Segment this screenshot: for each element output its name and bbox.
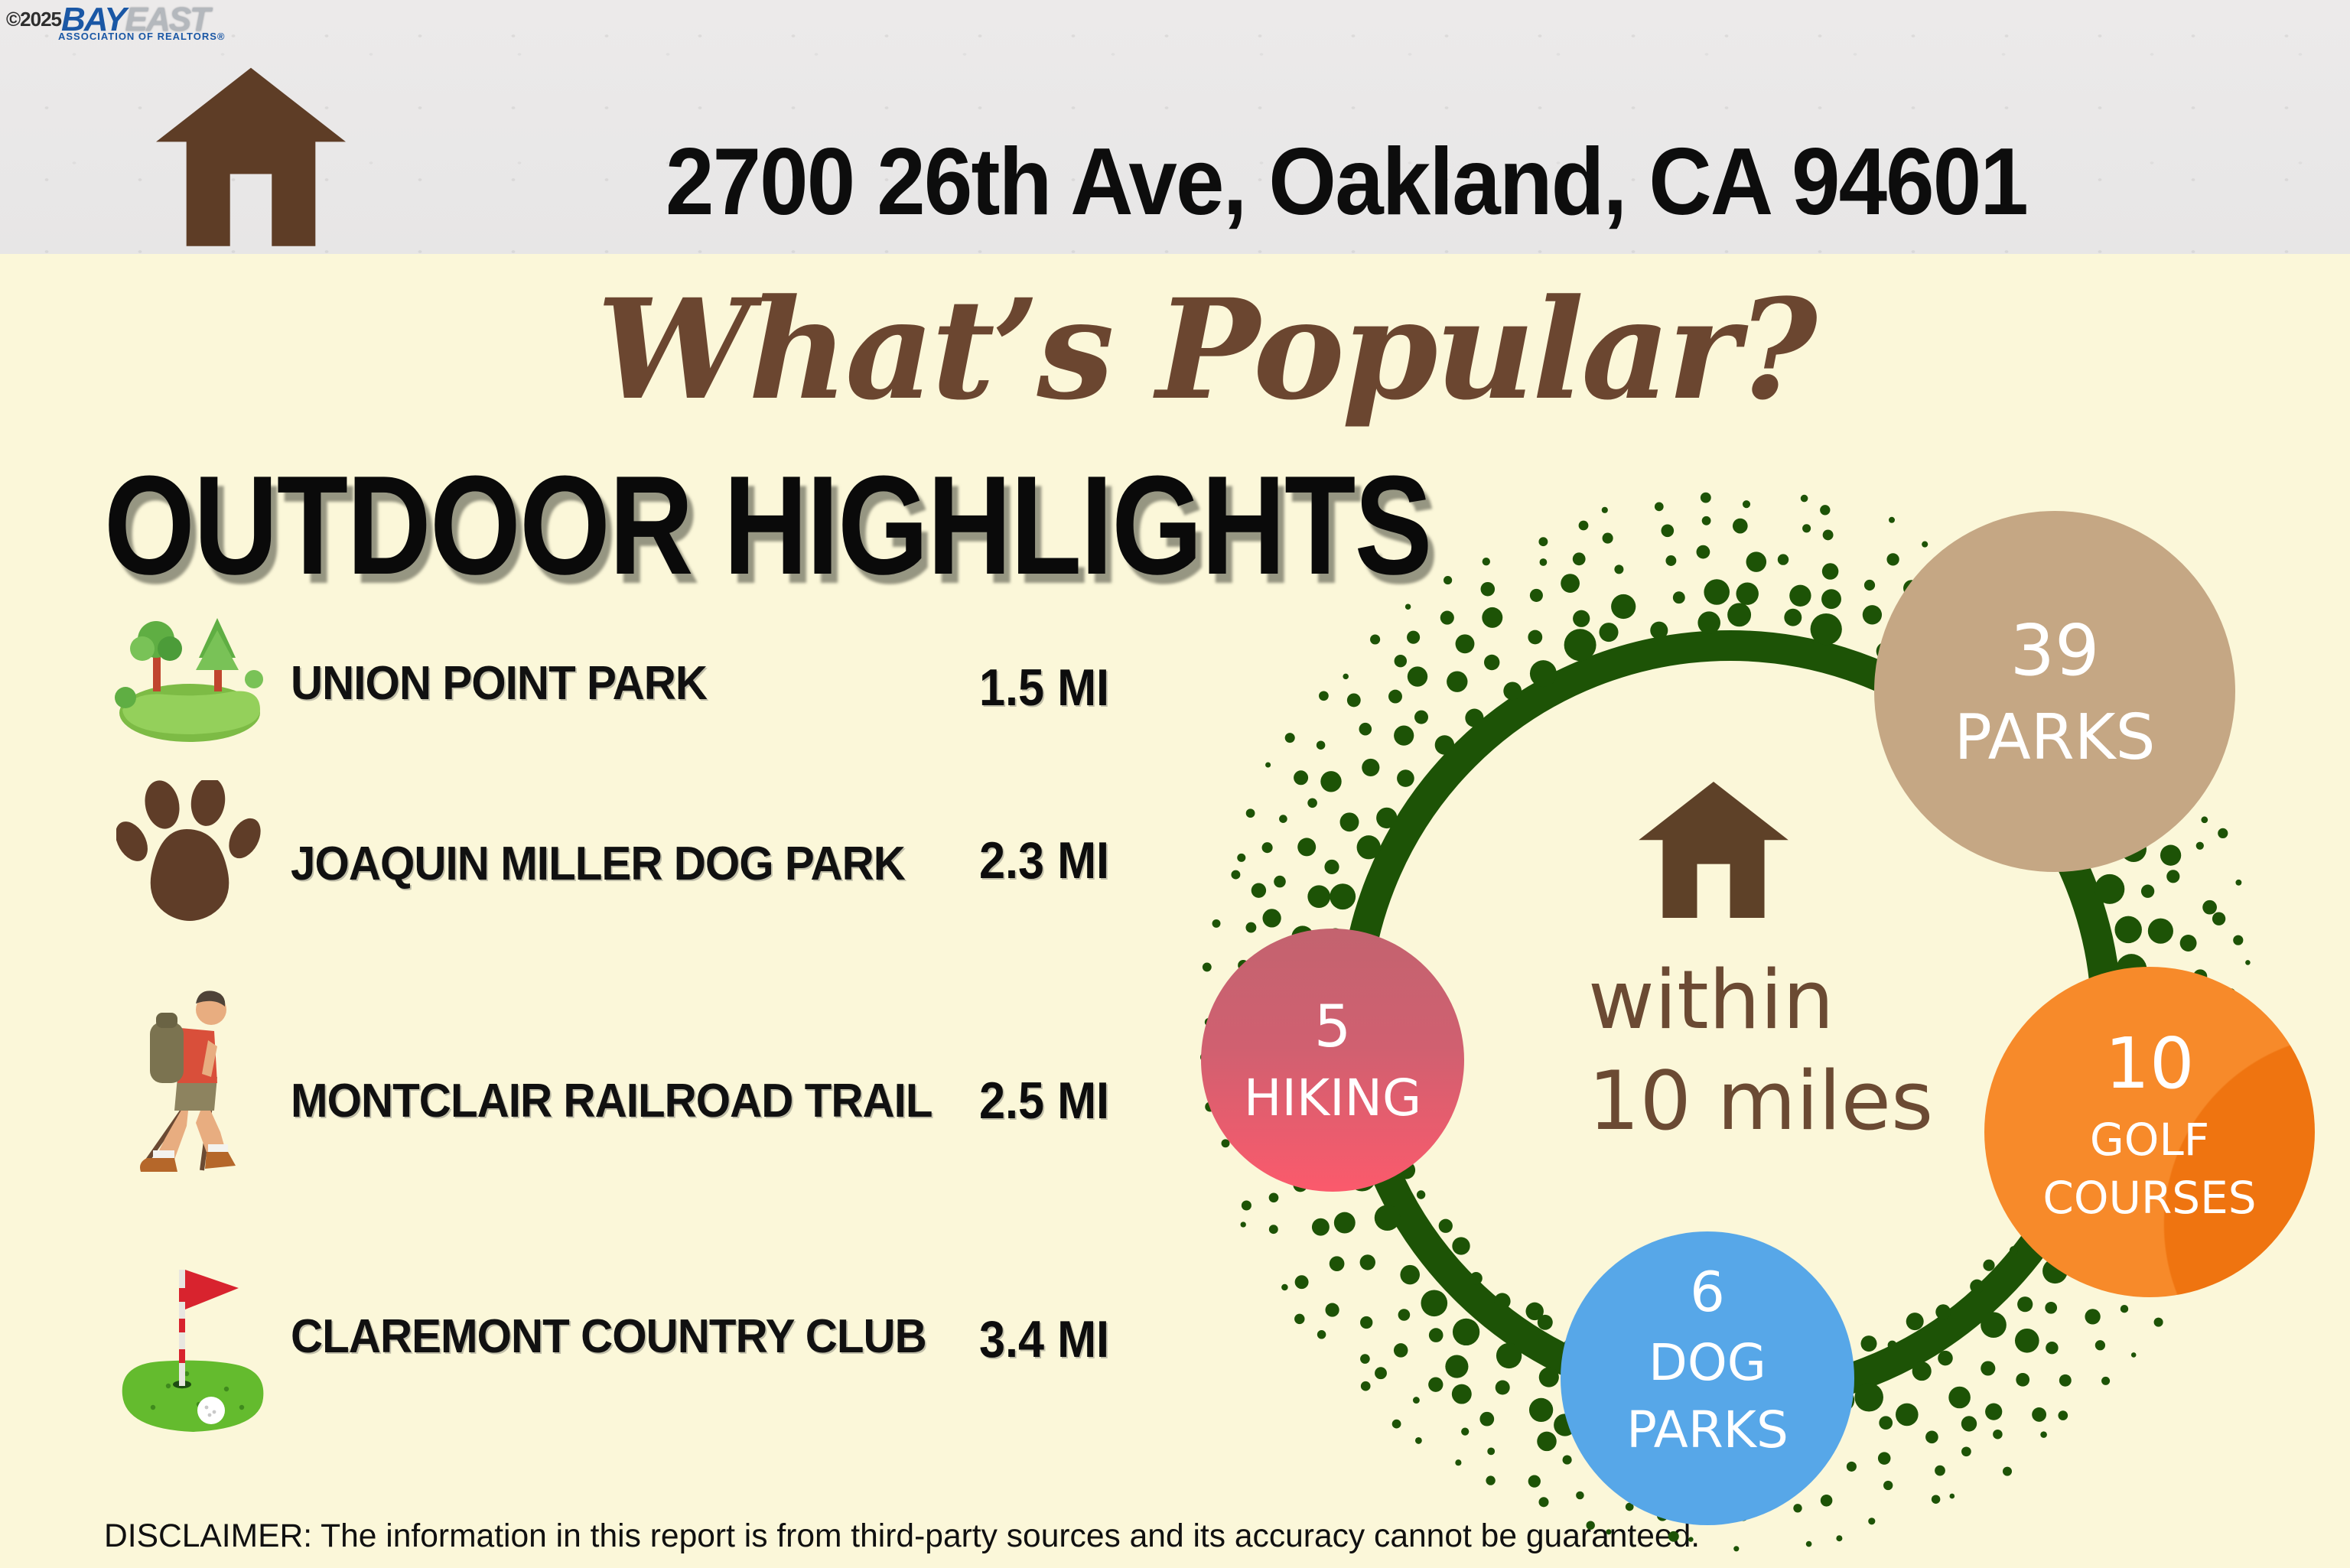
- bubble-golf-courses: 10 GOLF COURSES: [1984, 967, 2315, 1297]
- paw-icon: [116, 780, 261, 921]
- highlight-name: JOAQUIN MILLER DOG PARK: [291, 837, 906, 890]
- highlight-name: CLAREMONT COUNTRY CLUB: [291, 1309, 927, 1363]
- house-icon: [1639, 781, 1789, 918]
- golf-count: 10: [2104, 1022, 2195, 1105]
- bubble-dog-parks: 6 DOG PARKS: [1561, 1231, 1854, 1525]
- section-heading: OUTDOOR HIGHLIGHTS: [104, 448, 1432, 604]
- brand-tagline: ASSOCIATION OF REALTORS®: [58, 32, 226, 43]
- golf-label-line2: COURSES: [2042, 1172, 2257, 1225]
- hiking-label: HIKING: [1243, 1068, 1422, 1128]
- highlight-distance: 2.3 MI: [979, 832, 1110, 890]
- top-banner: ©2025 BAY EAST ASSOCIATION OF REALTORS® 27…: [0, 0, 2350, 254]
- golf-flag-icon: [122, 1270, 264, 1432]
- dog-parks-label-line1: DOG: [1649, 1332, 1766, 1393]
- golf-label-line1: GOLF: [2089, 1114, 2210, 1166]
- highlight-distance: 2.5 MI: [979, 1072, 1110, 1130]
- bayeast-logo: ©2025 BAY EAST ASSOCIATION OF REALTORS®: [6, 0, 226, 44]
- radius-label-line2: 10 miles: [1588, 1056, 1934, 1149]
- bubble-parks: 39 PARKS: [1874, 511, 2235, 872]
- radius-label-line1: within: [1588, 955, 1834, 1048]
- parks-label: PARKS: [1954, 701, 2156, 775]
- highlight-distance: 1.5 MI: [979, 659, 1110, 717]
- property-address: 2700 26th Ave, Oakland, CA 94601: [665, 130, 2029, 236]
- bubble-hiking: 5 HIKING: [1201, 929, 1464, 1192]
- highlight-name: UNION POINT PARK: [291, 656, 708, 710]
- parks-count: 39: [2010, 608, 2100, 691]
- hiker-icon: [140, 991, 236, 1172]
- copyright-text: ©2025: [6, 8, 62, 31]
- highlight-distance: 3.4 MI: [979, 1311, 1110, 1369]
- hiking-count: 5: [1313, 993, 1352, 1061]
- brand-bay: BAY: [61, 0, 127, 38]
- dog-parks-label-line2: PARKS: [1626, 1399, 1789, 1459]
- radius-label: within 10 miles: [1588, 952, 1933, 1153]
- page-title: What’s Popular?: [596, 269, 1818, 431]
- park-icon: [115, 618, 263, 742]
- house-icon: [156, 67, 346, 246]
- dog-parks-count: 6: [1690, 1261, 1725, 1325]
- brand-east: EAST: [125, 0, 210, 38]
- disclaimer-text: DISCLAIMER: The information in this repo…: [104, 1518, 1701, 1554]
- highlight-name: MONTCLAIR RAILROAD TRAIL: [291, 1074, 933, 1127]
